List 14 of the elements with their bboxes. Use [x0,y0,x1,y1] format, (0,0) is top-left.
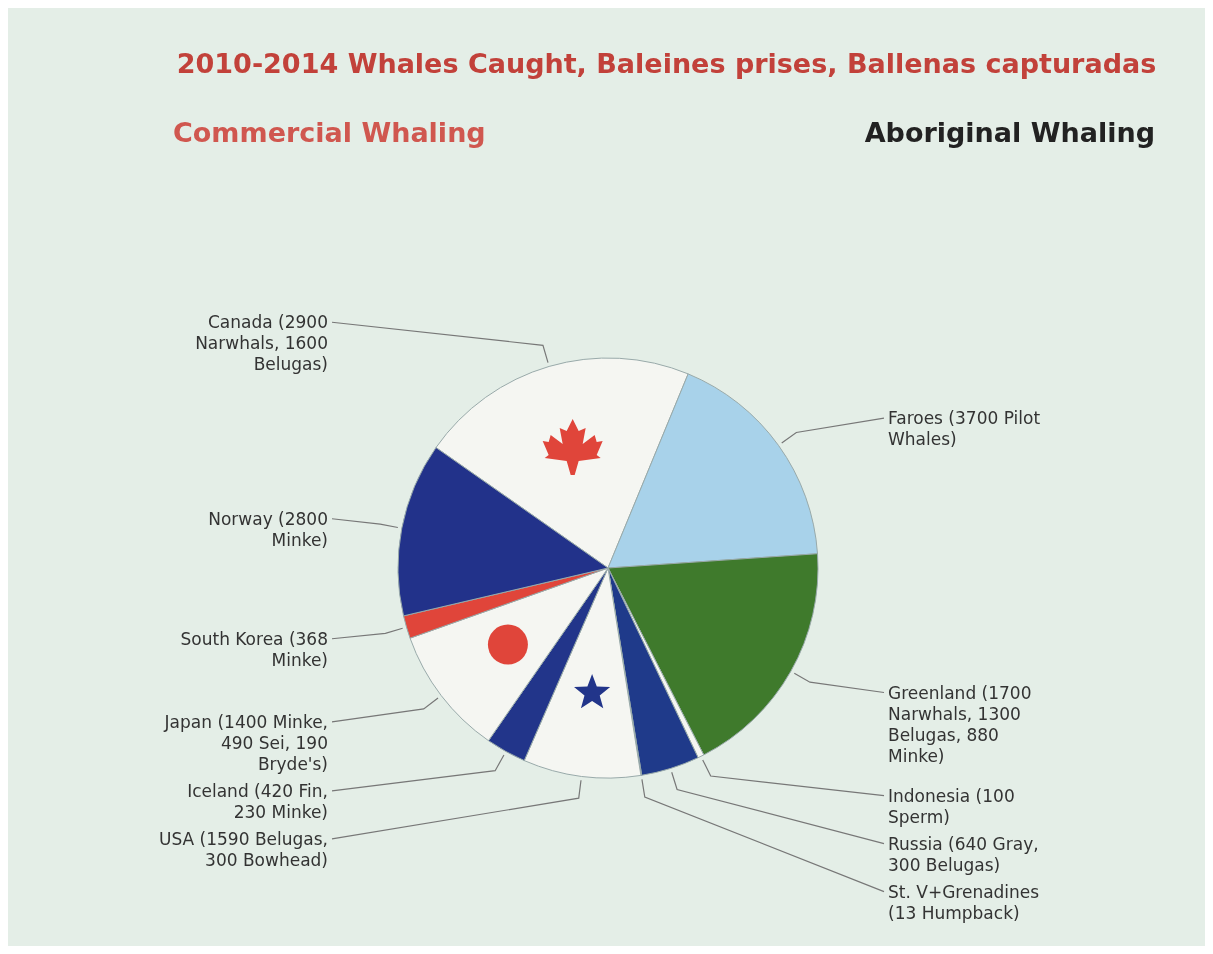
slice-label: St. V+Grenadines (13 Humpback) [888,881,1040,923]
slice-label: Greenland (1700 Narwhals, 1300 Belugas, 880 Minke) [888,682,1032,766]
slice-label: Russia (640 Gray, 300 Belugas) [888,833,1039,875]
slice-label: USA (1590 Belugas, 300 Bowhead) [159,828,328,870]
slice-label: Norway (2800 Minke) [208,508,328,550]
slice-label: Indonesia (100 Sperm) [888,785,1015,827]
slice-label: South Korea (368 Minke) [180,628,328,670]
chart-title: 2010-2014 Whales Caught, Baleines prises, Ballenas capturadas [175,47,1158,79]
slice-label: Faroes (3700 Pilot Whales) [888,408,1041,450]
text: Aboriginal Whaling [864,117,1155,148]
slice-label: Japan (1400 Minke, 490 Sei, 190 Bryde's) [163,711,328,774]
text: Commercial Whaling [173,117,486,148]
slice-label: Iceland (420 Fin, 230 Minke) [187,780,328,822]
slice-label: Canada (2900 Narwhals, 1600 Belugas) [195,312,328,375]
